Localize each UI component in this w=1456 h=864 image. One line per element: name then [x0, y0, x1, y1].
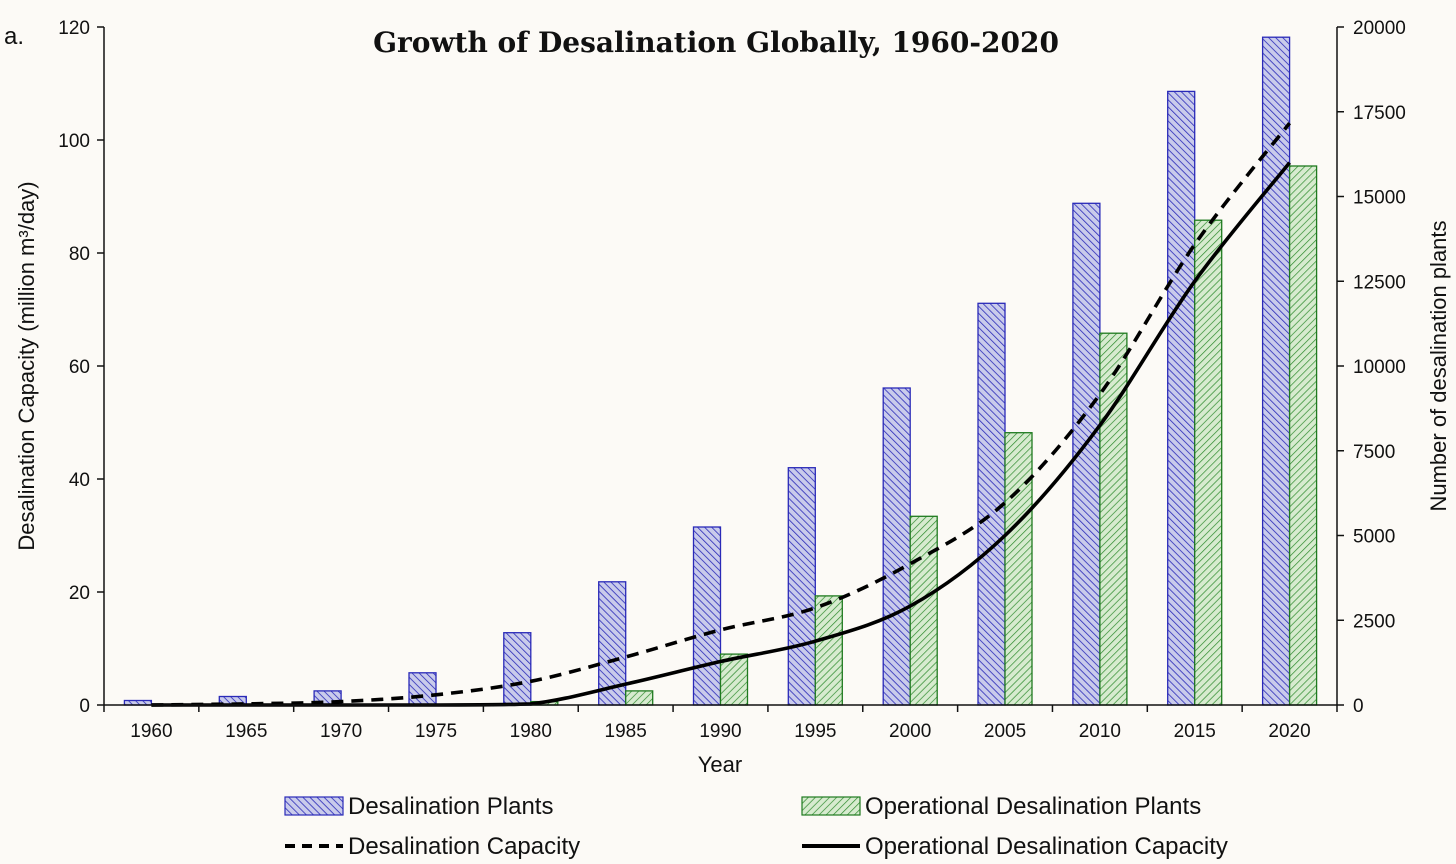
legend: Desalination Plants Operational Desalina…	[284, 793, 1228, 860]
bar-operational-plants-1995	[814, 595, 843, 706]
left-tick-label-120: 120	[58, 18, 90, 39]
left-tick-label-80: 80	[69, 244, 90, 265]
bars-group	[123, 36, 1318, 706]
chart-title: Growth of Desalination Globally, 1960-20…	[373, 26, 1059, 59]
right-tick-label-20000: 20000	[1353, 18, 1406, 39]
left-tick-label-40: 40	[69, 470, 90, 491]
x-tick-label-2010: 2010	[1079, 721, 1121, 742]
x-tick-label-1965: 1965	[225, 721, 267, 742]
right-tick-label-15000: 15000	[1353, 188, 1406, 209]
x-tick-label-1960: 1960	[130, 721, 172, 742]
right-tick-label-17500: 17500	[1353, 103, 1406, 124]
legend-label-desalination-plants: Desalination Plants	[348, 793, 553, 820]
bar-plants-2020	[1261, 36, 1291, 706]
bar-plants-1995	[787, 467, 816, 706]
right-tick-label-7500: 7500	[1353, 442, 1395, 463]
panel-label: a.	[4, 23, 24, 50]
left-tick-label-20: 20	[69, 583, 90, 604]
right-tick-label-10000: 10000	[1353, 357, 1406, 378]
right-tick-label-5000: 5000	[1353, 527, 1395, 548]
left-tick-label-100: 100	[58, 131, 90, 152]
x-tick-label-1970: 1970	[320, 721, 362, 742]
left-tick-label-60: 60	[69, 357, 90, 378]
bar-operational-plants-1985	[625, 690, 654, 706]
x-tick-label-1995: 1995	[794, 721, 836, 742]
bar-operational-plants-1990	[719, 653, 749, 706]
legend-swatch-operational-plants	[801, 796, 861, 816]
right-y-axis-title: Number of desalination plants	[1426, 220, 1451, 511]
legend-label-operational-capacity: Operational Desalination Capacity	[865, 833, 1228, 860]
left-y-ticks: 0 20 40 60 80 100 120	[58, 18, 104, 717]
bar-plants-1975	[408, 672, 437, 706]
bar-operational-plants-2020	[1288, 165, 1318, 706]
bar-plants-1980	[503, 632, 532, 706]
bar-operational-plants-2015	[1194, 219, 1223, 706]
right-tick-label-0: 0	[1353, 696, 1364, 717]
bar-operational-plants-2005	[1004, 432, 1033, 706]
bar-plants-1990	[692, 526, 722, 706]
x-tick-label-2005: 2005	[984, 721, 1026, 742]
legend-label-desalination-capacity: Desalination Capacity	[348, 833, 580, 860]
legend-label-operational-plants: Operational Desalination Plants	[865, 793, 1201, 820]
bar-plants-2015	[1167, 90, 1196, 706]
x-tick-label-2015: 2015	[1174, 721, 1216, 742]
right-y-ticks: 0 2500 5000 7500 10000 12500 15000 17500 20000	[1337, 18, 1406, 717]
right-tick-label-2500: 2500	[1353, 611, 1395, 632]
line-desalination-capacity	[151, 121, 1292, 707]
x-tick-label-1985: 1985	[605, 721, 647, 742]
left-y-axis-title: Desalination Capacity (million m³/day)	[14, 181, 39, 550]
x-tick-label-1990: 1990	[699, 721, 741, 742]
x-axis-title: Year	[698, 752, 742, 777]
bar-plants-2000	[882, 387, 911, 706]
x-ticks: 1960 1965 1970 1975 1980 1985 1990 1995 2000 2005…	[103, 705, 1338, 742]
left-tick-label-0: 0	[79, 696, 90, 717]
legend-swatch-desalination-plants	[284, 796, 344, 816]
x-tick-label-2000: 2000	[889, 721, 931, 742]
x-tick-label-1980: 1980	[510, 721, 552, 742]
right-tick-label-12500: 12500	[1353, 272, 1406, 293]
bar-operational-plants-2000	[909, 515, 938, 706]
x-tick-label-2020: 2020	[1268, 721, 1310, 742]
x-tick-label-1975: 1975	[415, 721, 457, 742]
